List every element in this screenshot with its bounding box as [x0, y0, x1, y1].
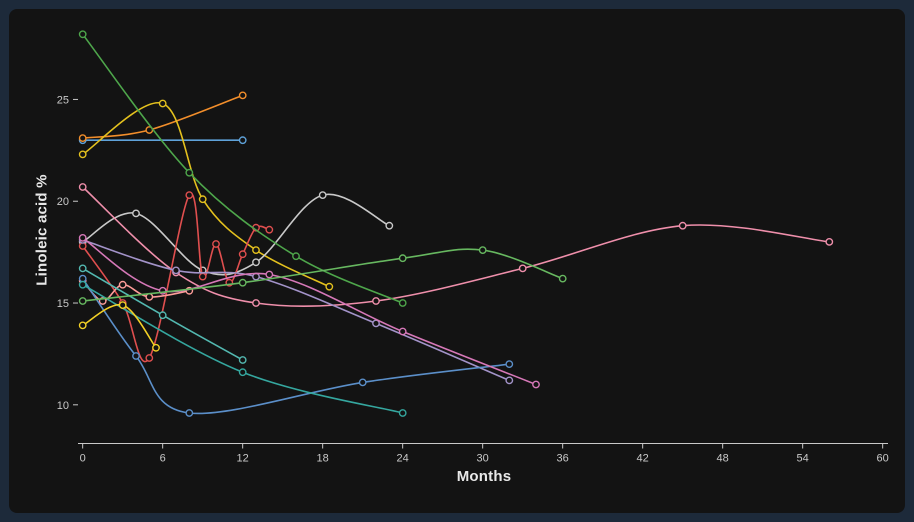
data-point-marker[interactable]: [398, 409, 407, 417]
data-point-marker[interactable]: [78, 150, 87, 159]
data-point-marker[interactable]: [185, 191, 194, 200]
data-point-marker[interactable]: [118, 280, 127, 289]
data-point-marker[interactable]: [505, 360, 514, 368]
data-point-marker[interactable]: [398, 254, 407, 263]
x-tick-label: 0: [80, 453, 86, 465]
data-point-marker[interactable]: [532, 380, 540, 389]
data-point-marker[interactable]: [238, 278, 247, 287]
x-tick-label: 60: [877, 453, 889, 465]
data-point-marker[interactable]: [318, 191, 327, 200]
data-point-marker[interactable]: [198, 272, 207, 281]
series-line-subject-15: [81, 248, 564, 302]
series-line-subject-04: [81, 193, 391, 276]
data-point-marker[interactable]: [825, 237, 834, 246]
data-point-marker[interactable]: [152, 343, 160, 352]
data-point-marker[interactable]: [398, 299, 407, 307]
data-point-marker[interactable]: [185, 409, 194, 417]
data-point-marker[interactable]: [145, 126, 154, 134]
data-point-marker[interactable]: [78, 280, 87, 289]
data-point-marker[interactable]: [238, 91, 247, 100]
series-line-subject-12: [81, 237, 537, 386]
series-line-subject-08: [81, 239, 511, 382]
series-line-subject-14: [81, 33, 404, 304]
series-line-subject-09: [81, 277, 511, 415]
x-tick-label: 18: [317, 453, 329, 465]
data-point-marker[interactable]: [132, 209, 140, 218]
data-point-marker[interactable]: [478, 246, 487, 255]
data-point-marker[interactable]: [158, 99, 167, 108]
data-point-marker[interactable]: [252, 246, 260, 255]
x-tick-label: 54: [797, 453, 809, 465]
y-tick-label: 20: [57, 196, 69, 208]
data-point-marker[interactable]: [78, 297, 87, 305]
series-line-subject-03: [81, 102, 331, 288]
data-point-marker[interactable]: [325, 282, 334, 291]
data-point-marker[interactable]: [78, 264, 87, 273]
data-point-marker[interactable]: [252, 258, 260, 267]
x-tick-label: 24: [397, 453, 409, 465]
x-tick-label: 42: [637, 453, 649, 465]
data-point-marker[interactable]: [238, 136, 247, 145]
y-tick-label: 10: [57, 400, 69, 412]
data-point-marker[interactable]: [265, 270, 274, 279]
data-point-marker[interactable]: [158, 311, 167, 320]
x-tick-label: 48: [717, 453, 729, 465]
data-point-marker[interactable]: [678, 221, 687, 230]
x-tick-label: 36: [557, 453, 569, 465]
data-point-marker[interactable]: [132, 352, 140, 360]
data-point-marker[interactable]: [265, 225, 274, 234]
data-point-marker[interactable]: [252, 299, 260, 307]
y-tick-label: 15: [57, 298, 69, 310]
data-point-marker[interactable]: [172, 266, 180, 275]
data-point-marker[interactable]: [252, 272, 260, 281]
data-point-marker[interactable]: [78, 30, 87, 39]
y-axis-title: Linoleic acid %: [33, 174, 51, 286]
chart-panel: [9, 9, 905, 513]
data-point-marker[interactable]: [78, 134, 87, 143]
data-point-marker[interactable]: [78, 233, 87, 242]
data-point-marker[interactable]: [118, 301, 127, 309]
data-point-marker[interactable]: [238, 368, 247, 377]
y-tick-label: 25: [57, 94, 69, 106]
series-line-subject-13: [81, 303, 157, 349]
data-point-marker[interactable]: [198, 195, 207, 204]
data-point-marker[interactable]: [398, 327, 407, 336]
data-point-marker[interactable]: [78, 321, 87, 330]
data-point-marker[interactable]: [558, 274, 567, 283]
data-point-marker[interactable]: [358, 378, 367, 387]
x-tick-label: 12: [237, 453, 249, 465]
data-point-marker[interactable]: [372, 297, 380, 305]
data-point-marker[interactable]: [505, 376, 514, 385]
x-tick-label: 30: [477, 453, 489, 465]
data-point-marker[interactable]: [78, 183, 87, 191]
x-axis-title: Months: [456, 468, 512, 485]
data-point-marker[interactable]: [185, 168, 194, 177]
data-point-marker[interactable]: [518, 264, 527, 273]
data-point-marker[interactable]: [385, 221, 394, 230]
x-tick-label: 6: [160, 453, 166, 465]
data-point-marker[interactable]: [238, 250, 247, 259]
data-point-marker[interactable]: [238, 356, 247, 364]
data-point-marker[interactable]: [212, 240, 220, 248]
data-point-marker[interactable]: [292, 252, 300, 261]
data-point-marker[interactable]: [145, 354, 154, 362]
